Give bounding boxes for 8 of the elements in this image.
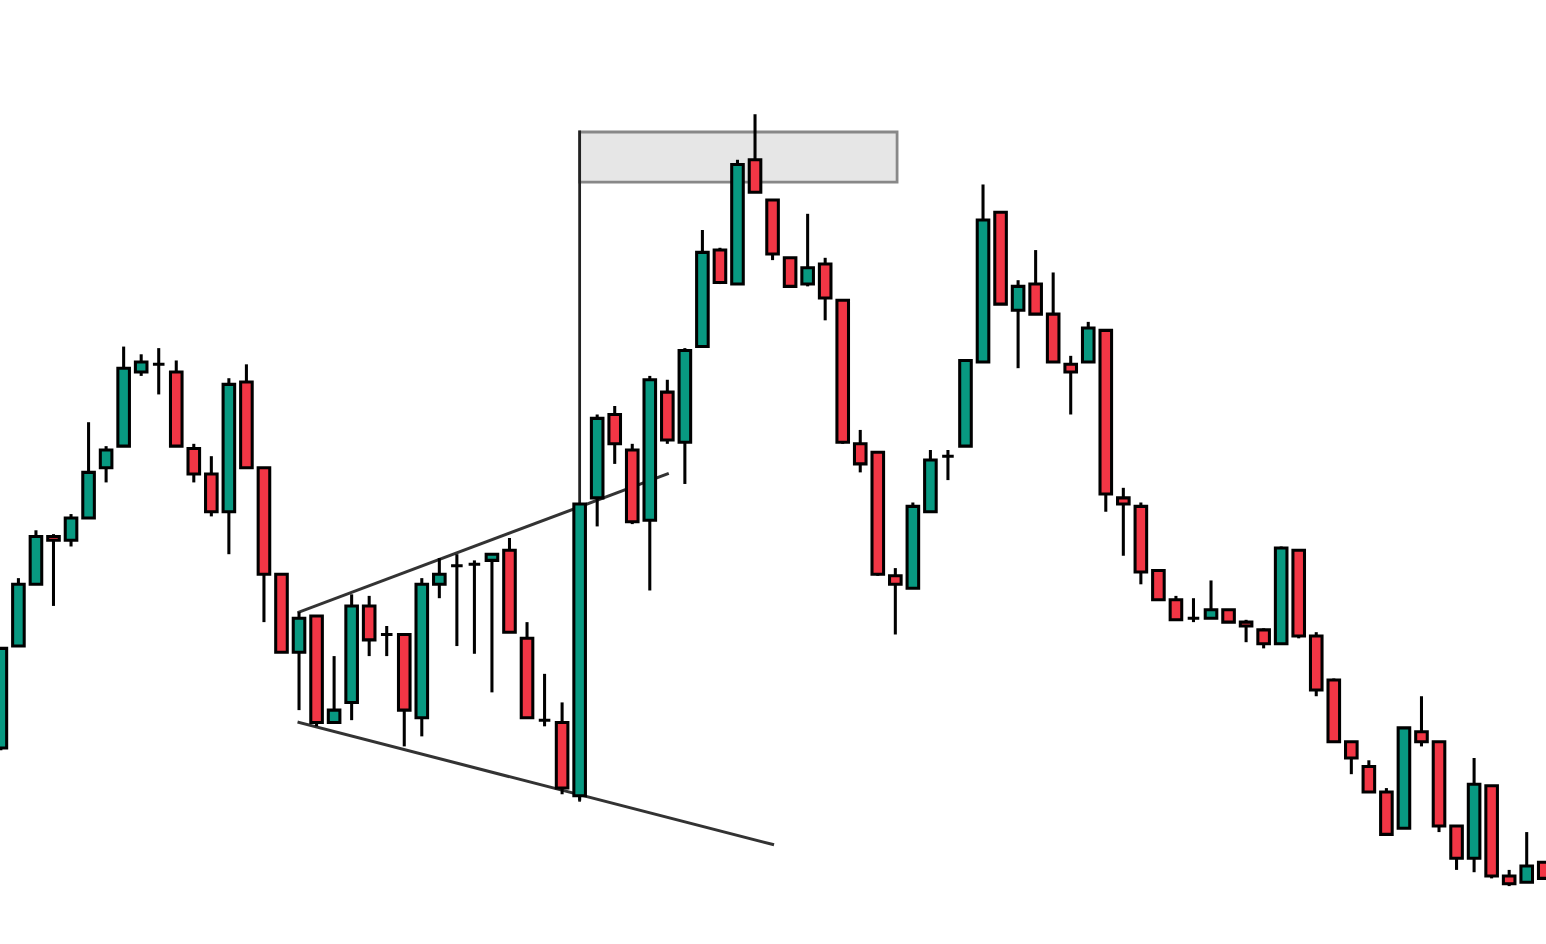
candlestick: [98, 444, 114, 484]
candlestick: [467, 558, 482, 656]
candlestick: [449, 552, 465, 648]
candlestick: [940, 448, 956, 482]
candlestick: [537, 672, 552, 728]
candlestick: [1186, 596, 1201, 624]
candlestick: [379, 624, 395, 658]
candlestick: [151, 346, 167, 396]
